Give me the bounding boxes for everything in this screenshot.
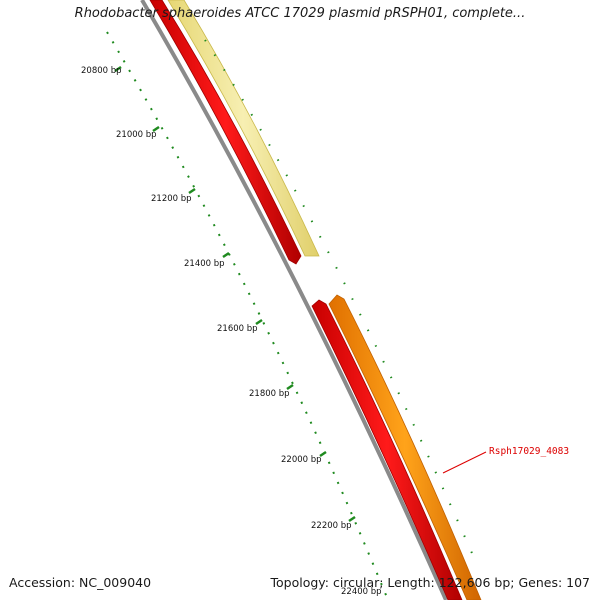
major-tick-21600 <box>255 318 263 326</box>
page-title: Rhodobacter sphaeroides ATCC 17029 plasm… <box>74 6 526 21</box>
ruler-label-21800: 21800 bp <box>249 389 290 399</box>
major-tick-21200 <box>188 187 196 195</box>
ruler-label-22200: 22200 bp <box>311 521 352 531</box>
major-tick-22000 <box>319 450 327 458</box>
plasmid-backbone <box>140 0 448 600</box>
gene-label-leader <box>442 451 487 474</box>
ruler-label-21000: 21000 bp <box>116 130 157 140</box>
ruler-label-22000: 22000 bp <box>281 455 322 465</box>
major-tick-21000 <box>152 125 160 133</box>
ruler-label-21400: 21400 bp <box>184 259 225 269</box>
ruler-label-21600: 21600 bp <box>217 324 258 334</box>
inner-ruler-major-ticks <box>114 65 356 523</box>
major-tick-21800 <box>286 383 294 391</box>
gene-bar-yellow-upper <box>167 0 320 257</box>
ruler-label-22400: 22400 bp <box>341 587 382 597</box>
gene-label[interactable]: Rsph17029_4083 <box>489 446 569 457</box>
gene-arrow-red-upper <box>149 0 302 265</box>
gene-bar-orange-lower <box>328 294 482 600</box>
gene-arrow-red-lower <box>311 299 463 600</box>
ruler-label-20800: 20800 bp <box>81 66 122 76</box>
major-tick-21400 <box>222 251 230 259</box>
accession-text: Accession: NC_009040 <box>9 575 152 590</box>
topology-summary: Topology: circular; Length: 122,606 bp; … <box>270 575 591 590</box>
ruler-labels: 20800 bp 21000 bp 21200 bp 21400 bp 2160… <box>81 66 382 597</box>
ruler-label-21200: 21200 bp <box>151 194 192 204</box>
major-tick-20800 <box>114 65 122 73</box>
major-tick-22200 <box>348 515 356 523</box>
